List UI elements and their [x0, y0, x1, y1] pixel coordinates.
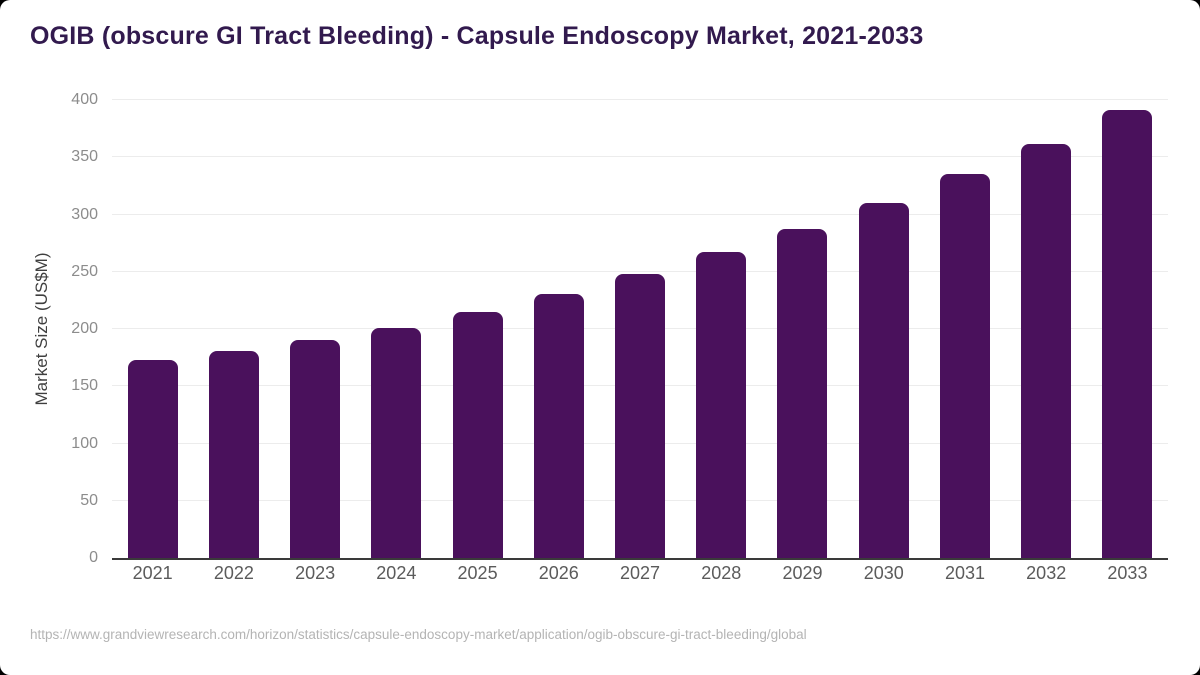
bar-slot: [924, 100, 1005, 558]
x-tick-label: 2021: [132, 563, 173, 583]
bar-2029[interactable]: [777, 229, 828, 558]
bar-2027[interactable]: [615, 274, 666, 558]
bar-2031[interactable]: [939, 174, 990, 558]
bar-slot: [356, 100, 437, 558]
plot-area: [112, 99, 1168, 560]
y-tick-label: 300: [71, 205, 98, 223]
y-tick-label: 0: [89, 549, 98, 566]
x-tick-label: 2031: [944, 563, 985, 583]
bar-slot: [274, 100, 355, 558]
y-tick-label: 100: [71, 434, 98, 452]
bar-2025[interactable]: [452, 311, 503, 558]
bar-slot: [843, 100, 924, 558]
gridline: [112, 99, 1168, 100]
chart-title: OGIB (obscure GI Tract Bleeding) - Capsu…: [30, 22, 924, 50]
x-tick-label: 2026: [538, 563, 579, 583]
y-axis-tick-labels: 0 50 100 150 200 250 300 350 400: [0, 92, 98, 566]
bar-2022[interactable]: [208, 350, 259, 558]
gridline: [112, 213, 1168, 215]
x-tick-label: 2025: [457, 563, 498, 583]
y-tick-label: 350: [71, 148, 98, 166]
bar-2021[interactable]: [127, 359, 178, 558]
x-tick-label: 2028: [701, 563, 742, 583]
bar-2032[interactable]: [1021, 143, 1072, 558]
x-tick-label: 2030: [863, 563, 904, 583]
bar-2023[interactable]: [290, 340, 341, 558]
y-tick-label: 250: [71, 262, 98, 280]
bar-series: [112, 100, 1168, 558]
y-tick-label: 50: [80, 491, 98, 509]
x-tick-label: 2032: [1026, 563, 1067, 583]
x-tick-label: 2022: [213, 563, 254, 583]
y-tick-label: 400: [71, 91, 98, 108]
x-tick-label: 2029: [782, 563, 823, 583]
bar-2026[interactable]: [533, 293, 584, 558]
bar-2028[interactable]: [696, 252, 747, 558]
bar-2030[interactable]: [858, 203, 909, 558]
gridline: [112, 270, 1168, 272]
bar-slot: [193, 100, 274, 558]
bar-slot: [112, 100, 193, 558]
gridline: [112, 156, 1168, 158]
bar-slot: [599, 100, 680, 558]
bar-slot: [518, 100, 599, 558]
y-tick-label: 200: [71, 320, 98, 337]
bar-slot: [681, 100, 762, 558]
x-tick-label: 2023: [295, 563, 336, 583]
bar-slot: [1006, 100, 1087, 558]
x-tick-label: 2027: [620, 563, 661, 583]
bar-slot: [1087, 100, 1168, 558]
x-tick-label: 2024: [376, 563, 417, 583]
x-axis-tick-labels: 2021 2022 2023 2024 2025 2026 2027 2028 2029 2030…: [112, 563, 1168, 584]
x-tick-label: 2033: [1107, 563, 1148, 583]
bar-2024[interactable]: [371, 327, 422, 558]
bar-slot: [762, 100, 843, 558]
y-tick-label: 150: [71, 377, 98, 395]
bar-slot: [437, 100, 518, 558]
bar-2033[interactable]: [1102, 110, 1153, 558]
source-url: https://www.grandviewresearch.com/horizo…: [30, 627, 807, 642]
